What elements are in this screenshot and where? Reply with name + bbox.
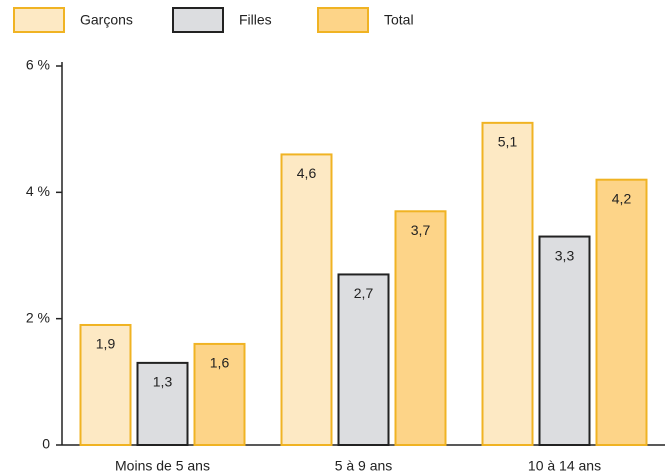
- bar: [79, 323, 132, 447]
- bar: [481, 121, 534, 446]
- bar-value-label: 3,7: [411, 222, 431, 238]
- legend-swatch: [317, 7, 369, 33]
- legend-swatch: [13, 7, 65, 33]
- x-tick-label: 10 à 14 ans: [528, 458, 601, 474]
- bar: [193, 342, 246, 446]
- y-tick-label: 2 %: [26, 309, 50, 325]
- bar-value-label: 3,3: [555, 247, 575, 263]
- bar: [280, 153, 333, 447]
- bar-value-label: 1,3: [153, 374, 173, 390]
- x-tick-label: 5 à 9 ans: [335, 458, 393, 474]
- bar-value-label: 5,1: [498, 134, 518, 150]
- bar: [337, 273, 390, 447]
- legend-label: Total: [384, 12, 414, 28]
- x-tick-label: Moins de 5 ans: [115, 458, 210, 474]
- bar-value-label: 4,2: [612, 190, 632, 206]
- y-tick-label: 0: [42, 436, 50, 452]
- bar-value-label: 1,6: [210, 355, 230, 371]
- bar: [394, 210, 447, 446]
- bar: [595, 178, 648, 446]
- y-tick-label: 4 %: [26, 183, 50, 199]
- bar: [538, 235, 591, 446]
- bar-value-label: 2,7: [354, 285, 374, 301]
- legend-swatch: [172, 7, 224, 33]
- legend-label: Garçons: [80, 12, 133, 28]
- bar-value-label: 1,9: [96, 336, 116, 352]
- bar: [136, 361, 189, 446]
- y-tick-label: 6 %: [26, 57, 50, 73]
- legend-label: Filles: [239, 12, 272, 28]
- bar-value-label: 4,6: [297, 165, 317, 181]
